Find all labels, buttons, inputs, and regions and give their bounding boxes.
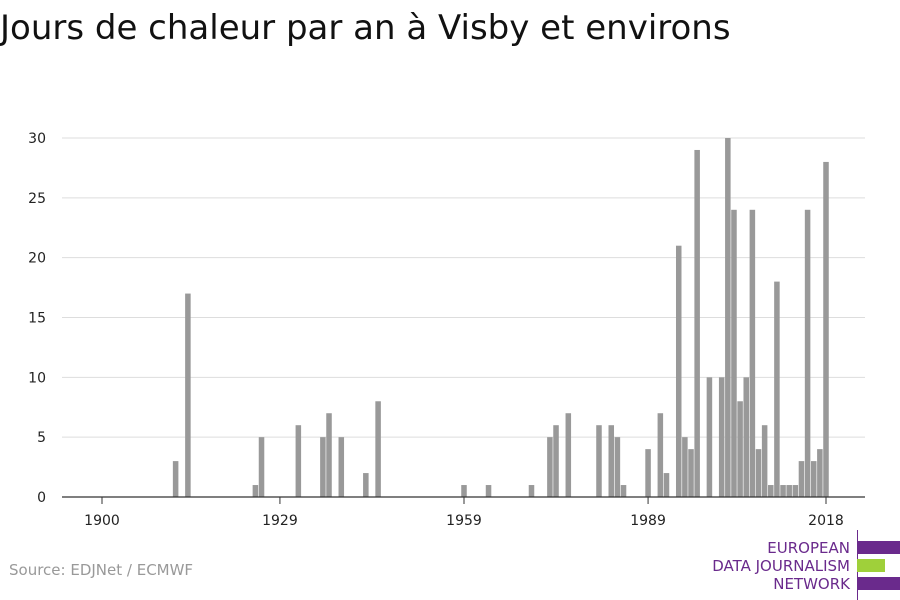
bar-2010	[774, 281, 780, 497]
y-tick-label: 30	[28, 131, 46, 147]
y-tick-label: 15	[28, 311, 46, 327]
axes: 0 5 10 15 20 25 30 1900 1929 1959 1989 2018	[28, 131, 865, 529]
source-note: Source: EDJNet / ECMWF	[9, 561, 194, 579]
bar-2013	[792, 485, 799, 497]
bar-2014	[798, 461, 805, 497]
x-tick-label: 1989	[630, 513, 666, 529]
bar-1989	[645, 449, 651, 497]
bar-2005	[743, 377, 749, 497]
bar-1974	[553, 425, 559, 497]
x-tick-label: 2018	[808, 513, 844, 529]
bar-2017	[817, 449, 823, 497]
bar-1939	[338, 437, 345, 497]
bar-2016	[810, 461, 817, 497]
bar-1985	[620, 485, 627, 497]
bar-1945	[375, 401, 381, 497]
x-tick-label: 1959	[446, 513, 482, 529]
bar-1984	[614, 437, 621, 497]
bar-1992	[663, 473, 670, 497]
logo-bar-green	[857, 559, 885, 572]
logo-bar-purple-top	[857, 541, 900, 554]
bar-1996	[688, 449, 694, 497]
bar-1914	[185, 293, 191, 497]
bar-1973	[547, 437, 553, 497]
bar-1937	[326, 413, 332, 497]
bar-1912	[172, 461, 179, 497]
bar-1991	[657, 413, 664, 497]
bar-2011	[780, 485, 786, 497]
bar-2003	[731, 209, 737, 498]
logo-line-2: DATA JOURNALISM	[712, 557, 850, 575]
bar-1932	[295, 425, 302, 497]
logo-line-3: NETWORK	[773, 575, 850, 593]
bar-2009	[768, 485, 774, 497]
bar-2008	[761, 425, 768, 497]
bar-1970	[528, 485, 535, 497]
bar-2018	[823, 161, 829, 497]
x-tick-label: 1900	[84, 513, 120, 529]
y-tick-label: 0	[37, 490, 46, 506]
bar-2015	[804, 209, 811, 498]
bar-1926	[258, 437, 265, 497]
y-tick-label: 5	[37, 430, 46, 446]
gridlines	[62, 137, 865, 438]
bar-2002	[725, 138, 731, 497]
bar-1943	[363, 473, 369, 497]
bar-2001	[718, 377, 725, 497]
bar-1983	[608, 425, 615, 497]
edjnet-logo: EUROPEAN DATA JOURNALISM NETWORK	[700, 530, 900, 600]
chart-title: Jours de chaleur par an à Visby et envir…	[0, 8, 731, 48]
x-tick-label: 1929	[262, 513, 298, 529]
bar-1963	[485, 485, 492, 497]
logo-bar-purple-bottom	[857, 577, 900, 590]
logo-line-1: EUROPEAN	[767, 539, 850, 557]
bar-2012	[786, 485, 792, 497]
bar-1936	[320, 437, 326, 497]
y-tick-label: 20	[28, 251, 46, 267]
bar-1999	[706, 377, 713, 497]
bar-2007	[755, 449, 762, 497]
bar-1925	[252, 485, 259, 497]
bar-1994	[675, 245, 682, 497]
bar-1995	[682, 437, 688, 497]
bar-2004	[737, 401, 743, 497]
y-tick-label: 10	[28, 370, 46, 386]
bar-1997	[694, 149, 700, 497]
bar-1976	[565, 413, 572, 497]
y-tick-label: 25	[28, 191, 46, 207]
bars	[172, 138, 829, 498]
bar-2006	[749, 209, 756, 498]
bar-1981	[596, 425, 602, 497]
bar-1959	[461, 485, 467, 497]
